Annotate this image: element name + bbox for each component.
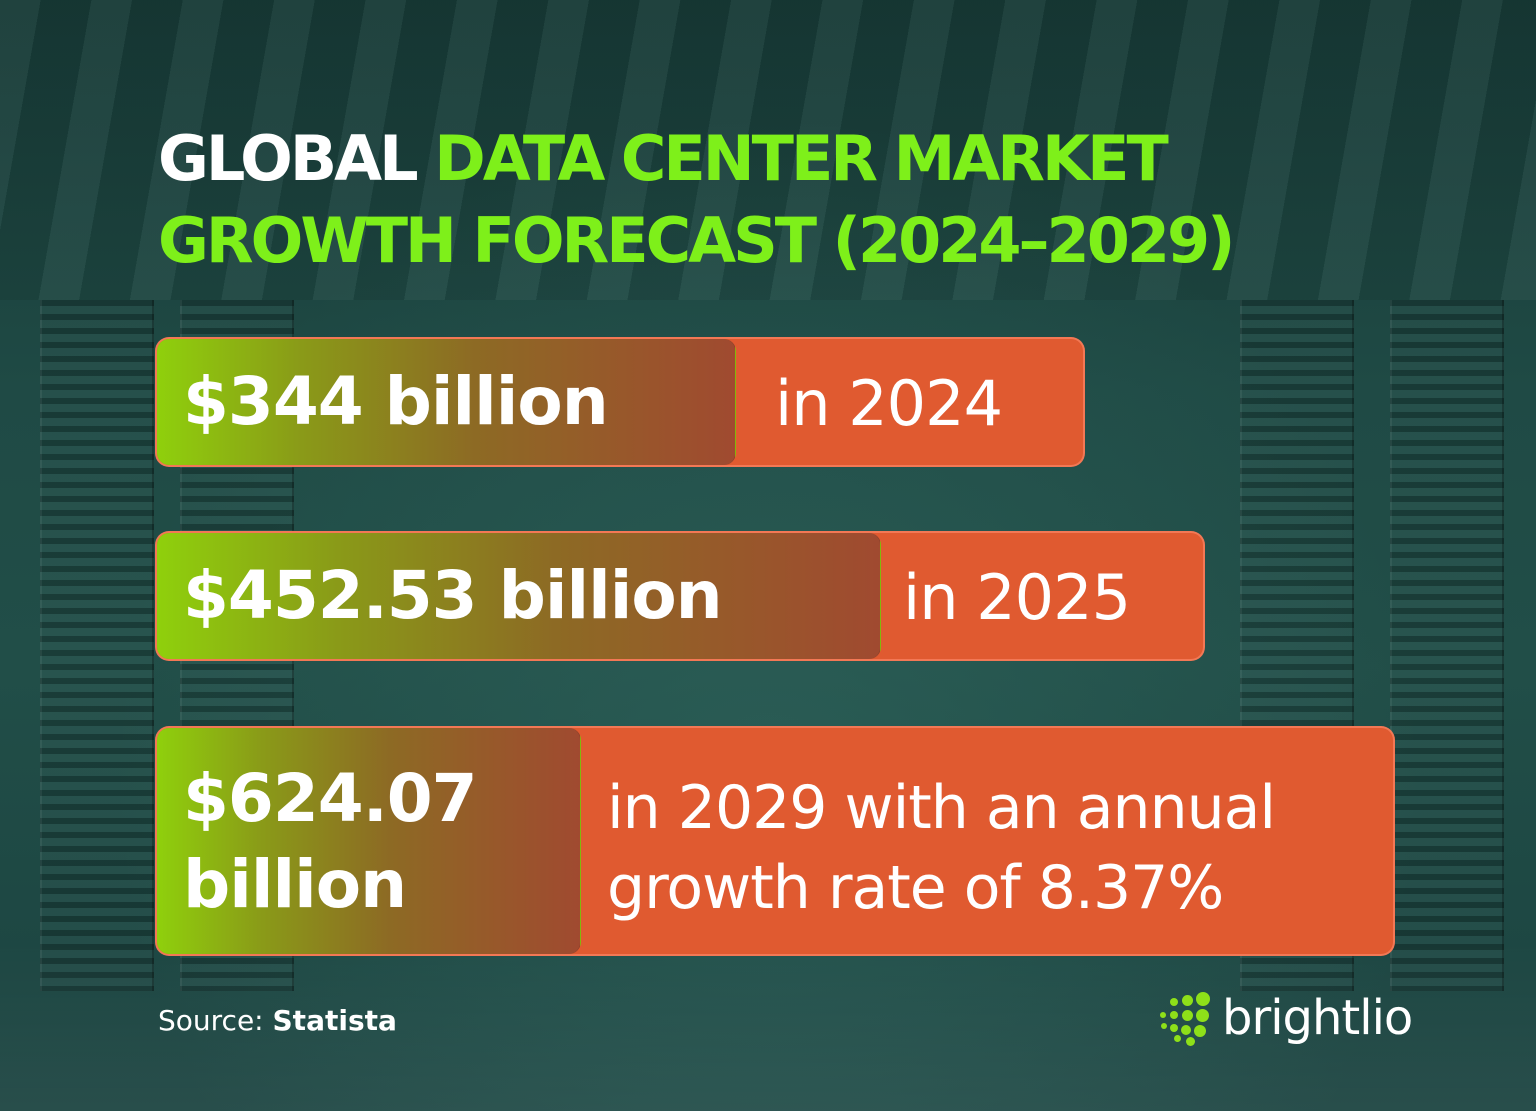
background-rack — [1390, 300, 1504, 991]
background-floor — [0, 941, 1536, 1111]
page-title: GLOBAL DATA CENTER MARKET GROWTH FORECAS… — [158, 118, 1235, 282]
stat-description: in 2025 — [903, 561, 1131, 634]
stat-amount: $344 billion — [183, 363, 609, 440]
title-global: GLOBAL — [158, 122, 419, 195]
title-line2-green: GROWTH FORECAST (2024–2029) — [158, 204, 1235, 277]
source-citation: Source: Statista — [158, 1004, 397, 1037]
stat-amount: $452.53 billion — [183, 557, 723, 634]
stat-amount: $624.07 billion — [183, 760, 478, 923]
stat-bar-2025: $452.53 billion in 2025 — [155, 531, 1205, 661]
stat-bar-2024: $344 billion in 2024 — [155, 337, 1085, 467]
stat-bar-2029: $624.07 billion in 2029 with an annual g… — [155, 726, 1395, 956]
dot-grid-logo-icon — [1160, 992, 1212, 1046]
background-rack — [40, 300, 154, 991]
source-label: Source: — [158, 1004, 264, 1037]
stat-description: in 2024 — [775, 367, 1003, 440]
stat-amount-panel — [157, 339, 736, 465]
stat-amount-panel — [157, 728, 581, 954]
stat-description: in 2029 with an annual growth rate of 8.… — [607, 773, 1276, 923]
stat-amount-panel — [157, 533, 881, 659]
title-line1-green: DATA CENTER MARKET — [434, 122, 1169, 195]
brand-name: brightlio — [1222, 990, 1413, 1046]
brand-logo: brightlio — [1160, 988, 1413, 1048]
source-name: Statista — [272, 1004, 397, 1037]
background-ceiling — [0, 0, 1536, 300]
